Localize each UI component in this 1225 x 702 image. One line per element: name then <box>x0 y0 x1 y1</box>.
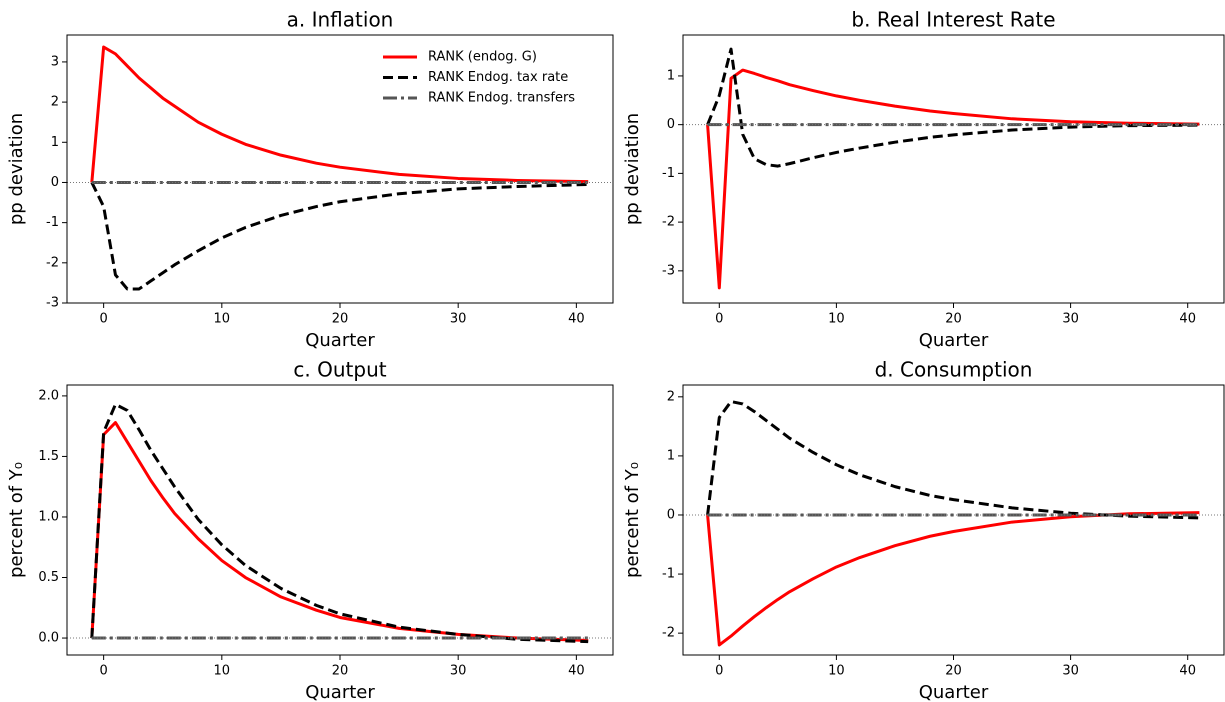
y-tick-label: -2 <box>662 626 675 641</box>
chart-title: d. Consumption <box>875 358 1033 382</box>
y-axis-label: percent of Y₀ <box>622 462 643 578</box>
y-tick-label: 0.5 <box>38 570 59 585</box>
y-tick-label: 1 <box>667 448 675 463</box>
y-tick-label: -1 <box>662 567 675 582</box>
x-tick-label: 20 <box>332 312 349 327</box>
y-tick-label: 0.0 <box>38 631 59 646</box>
series-line <box>90 421 589 642</box>
y-tick-label: -2 <box>662 215 675 230</box>
series-line <box>706 511 1200 647</box>
x-tick-label: 20 <box>945 312 962 327</box>
x-tick-label: 10 <box>828 664 845 679</box>
chart-title: a. Inflation <box>287 8 394 32</box>
x-tick-label: 20 <box>945 664 962 679</box>
plot-area <box>67 402 613 644</box>
y-axis-label: pp deviation <box>6 113 27 225</box>
y-tick-label: 1.5 <box>38 449 59 464</box>
x-tick-label: 40 <box>568 312 585 327</box>
series-line <box>706 47 1200 168</box>
y-tick-label: 1 <box>51 135 59 150</box>
axes-frame <box>66 384 614 656</box>
chart-title: b. Real Interest Rate <box>851 8 1055 32</box>
x-tick-label: 10 <box>828 312 845 327</box>
y-tick-label: 1 <box>667 68 675 83</box>
axes-frame <box>682 384 1225 656</box>
chart-title: c. Output <box>293 358 386 382</box>
panel: 0 10 20 30 40 -3 -2 -1 0 1 2 3 a. Inflation Quarter pp… <box>6 8 614 351</box>
x-tick-label: 0 <box>715 312 723 327</box>
panel: 0 10 20 30 40 -2 -1 0 1 2 d. Consumption Quarter per… <box>622 358 1225 702</box>
y-tick-label: 1.0 <box>38 509 59 524</box>
axes-frame <box>66 34 614 304</box>
x-tick-label: 20 <box>332 664 349 679</box>
x-axis-label: Quarter <box>305 682 375 702</box>
panel: 0 10 20 30 40 0.0 0.5 1.0 1.5 2.0 c. Output Quarter… <box>6 358 614 702</box>
x-tick-label: 0 <box>715 664 723 679</box>
x-tick-label: 30 <box>450 664 467 679</box>
x-tick-label: 30 <box>1062 664 1079 679</box>
x-tick-label: 40 <box>1179 312 1196 327</box>
y-tick-label: -1 <box>46 215 59 230</box>
series-line <box>90 402 589 644</box>
x-axis-label: Quarter <box>305 330 375 351</box>
x-tick-label: 0 <box>99 312 107 327</box>
series-line <box>706 68 1200 290</box>
y-axis-label: pp deviation <box>622 113 643 225</box>
legend-label: RANK (endog. G) <box>428 50 537 65</box>
x-tick-label: 30 <box>1062 312 1079 327</box>
x-axis-label: Quarter <box>919 330 989 351</box>
series-line <box>90 45 589 184</box>
y-tick-label: 2 <box>51 95 59 110</box>
y-tick-label: 0 <box>667 117 675 132</box>
series-line <box>90 181 589 291</box>
x-axis-label: Quarter <box>919 682 989 702</box>
plot-area <box>683 400 1224 647</box>
y-tick-label: 3 <box>51 54 59 69</box>
axes-frame <box>682 34 1225 304</box>
y-axis-label: percent of Y₀ <box>6 462 27 578</box>
x-tick-label: 0 <box>99 664 107 679</box>
y-tick-label: -3 <box>662 263 675 278</box>
plot-area <box>67 45 613 291</box>
y-tick-label: 0 <box>51 175 59 190</box>
x-tick-label: 30 <box>450 312 467 327</box>
series-line <box>706 400 1200 520</box>
x-tick-label: 40 <box>568 664 585 679</box>
y-tick-label: 2.0 <box>38 388 59 403</box>
y-tick-label: 2 <box>667 389 675 404</box>
y-tick-label: 0 <box>667 507 675 522</box>
plot-area <box>683 47 1224 290</box>
x-tick-label: 40 <box>1179 664 1196 679</box>
panel: 0 10 20 30 40 -3 -2 -1 0 1 b. Real Interest Rate Qu… <box>622 8 1225 351</box>
legend-label: RANK Endog. transfers <box>428 91 575 106</box>
y-tick-label: -2 <box>46 255 59 270</box>
y-tick-label: -1 <box>662 166 675 181</box>
y-tick-label: -3 <box>46 296 59 311</box>
x-tick-label: 10 <box>214 312 231 327</box>
x-tick-label: 10 <box>214 664 231 679</box>
legend-label: RANK Endog. tax rate <box>428 70 568 85</box>
